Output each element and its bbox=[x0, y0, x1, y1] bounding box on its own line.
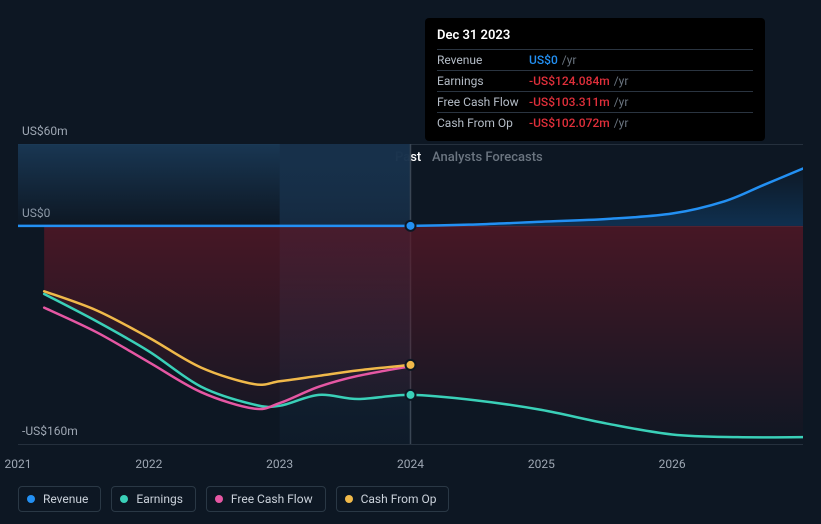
tooltip-row-unit: /yr bbox=[610, 116, 629, 130]
marker-cfo bbox=[406, 360, 416, 370]
tooltip-row-value: -US$102.072m bbox=[529, 116, 610, 130]
marker-revenue bbox=[406, 221, 416, 231]
legend-item-cfo[interactable]: Cash From Op bbox=[336, 486, 450, 512]
chart-tooltip: Dec 31 2023 RevenueUS$0/yrEarnings-US$12… bbox=[425, 18, 765, 141]
x-tick-label: 2024 bbox=[397, 457, 424, 471]
plot-area[interactable] bbox=[18, 144, 803, 444]
tooltip-row: RevenueUS$0/yr bbox=[437, 49, 753, 70]
x-tick-label: 2022 bbox=[135, 457, 162, 471]
chart-legend: Revenue Earnings Free Cash Flow Cash From O… bbox=[18, 486, 449, 512]
legend-item-label: Free Cash Flow bbox=[231, 492, 313, 506]
tooltip-row: Free Cash Flow-US$103.311m/yr bbox=[437, 91, 753, 112]
x-tick-label: 2023 bbox=[266, 457, 293, 471]
tooltip-row-label: Cash From Op bbox=[437, 116, 529, 130]
tooltip-row-label: Earnings bbox=[437, 74, 529, 88]
tooltip-title: Dec 31 2023 bbox=[437, 26, 753, 49]
x-tick-label: 2021 bbox=[5, 457, 32, 471]
y-tick-label: US$60m bbox=[22, 124, 68, 138]
tooltip-row: Earnings-US$124.084m/yr bbox=[437, 70, 753, 91]
marker-earnings bbox=[406, 390, 416, 400]
financials-chart: US$60m US$0 -US$160m Past Analysts Forec… bbox=[0, 0, 821, 524]
legend-dot-icon bbox=[215, 495, 223, 503]
tooltip-row-value: -US$124.084m bbox=[529, 74, 610, 88]
legend-item-fcf[interactable]: Free Cash Flow bbox=[206, 486, 326, 512]
legend-item-earnings[interactable]: Earnings bbox=[111, 486, 196, 512]
tooltip-row-label: Free Cash Flow bbox=[437, 95, 529, 109]
legend-item-label: Earnings bbox=[136, 492, 183, 506]
legend-dot-icon bbox=[120, 495, 128, 503]
legend-dot-icon bbox=[345, 495, 353, 503]
legend-item-revenue[interactable]: Revenue bbox=[18, 486, 101, 512]
tooltip-row-unit: /yr bbox=[610, 95, 629, 109]
tooltip-row-value: US$0 bbox=[529, 53, 558, 67]
tooltip-row-label: Revenue bbox=[437, 53, 529, 67]
legend-item-label: Cash From Op bbox=[361, 492, 437, 506]
tooltip-row-unit: /yr bbox=[558, 53, 577, 67]
tooltip-row-value: -US$103.311m bbox=[529, 95, 610, 109]
tooltip-row: Cash From Op-US$102.072m/yr bbox=[437, 112, 753, 133]
x-tick-label: 2025 bbox=[528, 457, 555, 471]
legend-item-label: Revenue bbox=[43, 492, 88, 506]
gridline-bottom bbox=[18, 444, 803, 445]
legend-dot-icon bbox=[27, 495, 35, 503]
tooltip-row-unit: /yr bbox=[610, 74, 629, 88]
x-tick-label: 2026 bbox=[659, 457, 686, 471]
